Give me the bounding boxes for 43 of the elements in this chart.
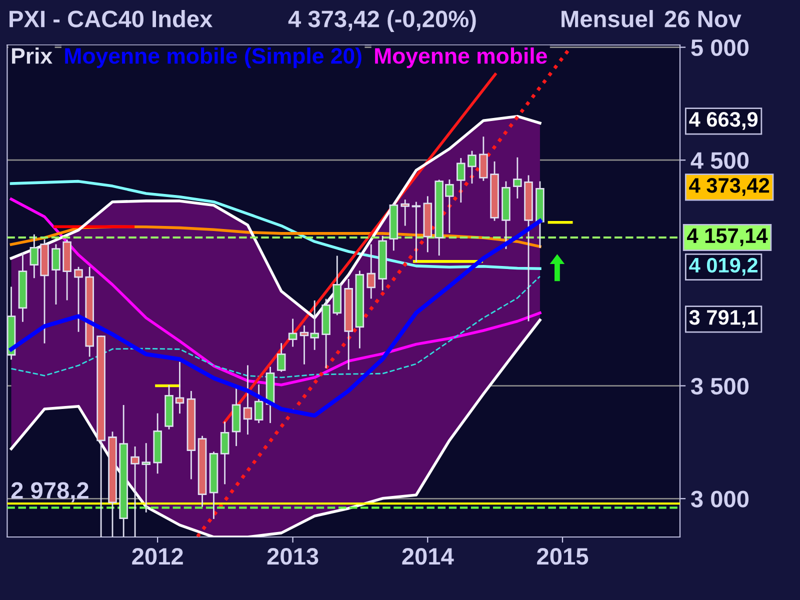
candlestick	[142, 443, 151, 512]
candlestick	[412, 202, 421, 262]
y-tick-label: 3 000	[690, 490, 749, 508]
candlestick	[468, 150, 476, 184]
x-tick-label: 2015	[537, 548, 588, 565]
line-series	[10, 198, 542, 386]
line-series	[10, 276, 541, 378]
candlestick	[220, 422, 230, 484]
text: Mensuel	[562, 10, 653, 28]
text: 26 Nov	[664, 10, 742, 28]
candlestick	[513, 157, 522, 198]
candlestick	[243, 365, 252, 435]
candlestick	[366, 244, 376, 299]
y-tick-label: 4 500	[690, 152, 749, 169]
candlestick	[276, 343, 286, 372]
candlestick	[74, 266, 83, 332]
candlestick	[456, 158, 466, 203]
text: 4 019,2	[689, 258, 758, 276]
candlestick	[175, 362, 184, 414]
y-tick-label: 3 500	[690, 378, 749, 395]
text: Moyenne mobile	[375, 47, 547, 68]
x-tick-label: 2013	[267, 548, 318, 565]
text: 4 663,9	[689, 112, 758, 130]
candlestick	[254, 384, 264, 424]
line-series	[10, 318, 542, 537]
candlestick	[130, 446, 140, 537]
candlestick	[288, 318, 298, 347]
text: 4 373,42	[689, 178, 770, 196]
candlestick	[52, 244, 60, 305]
candlestick	[400, 200, 410, 226]
x-tick-label: 2012	[132, 548, 183, 565]
y-tick-label: 5 000	[691, 39, 749, 56]
text: Moyenne mobile (Simple 20)	[65, 47, 362, 68]
ref-line-label: 2 978,2	[11, 482, 88, 502]
ref-line-label: 4 157,14	[687, 228, 768, 246]
chart-subtitle: 4 373,42 (-0,20%)	[288, 10, 476, 32]
text: Prix	[12, 47, 52, 64]
chart-title: PXI - CAC40 Index	[10, 10, 213, 28]
line-series	[10, 180, 542, 270]
candlestick	[479, 136, 488, 181]
text: 3 791,1	[689, 310, 758, 328]
line-series	[10, 114, 542, 320]
x-tick-label: 2014	[402, 548, 454, 565]
